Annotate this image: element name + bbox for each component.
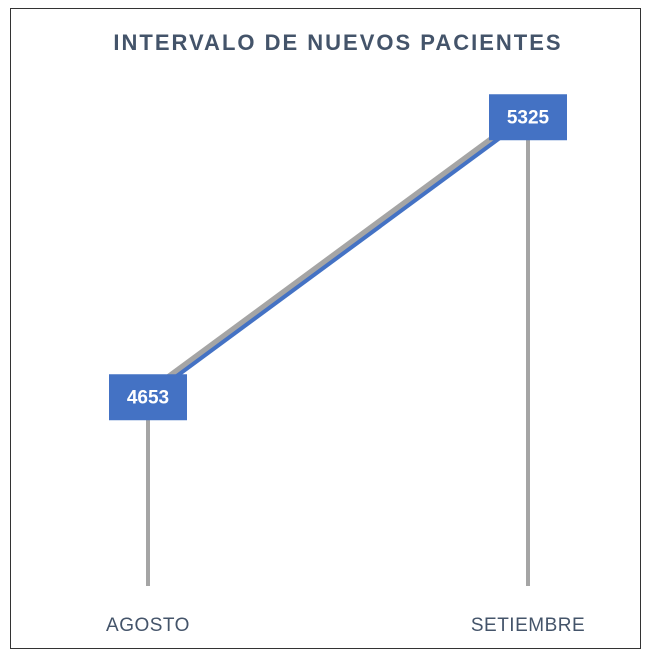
x-tick-label: SETIEMBRE <box>471 615 585 636</box>
value-label: 4653 <box>127 387 169 408</box>
x-tick-label: AGOSTO <box>106 615 190 636</box>
value-label: 5325 <box>507 107 550 128</box>
value-label-box <box>109 374 187 421</box>
series-line <box>146 115 530 399</box>
value-label-box <box>489 94 567 141</box>
line-shadow <box>143 111 527 397</box>
chart-title: INTERVALO DE NUEVOS PACIENTES <box>113 30 562 55</box>
